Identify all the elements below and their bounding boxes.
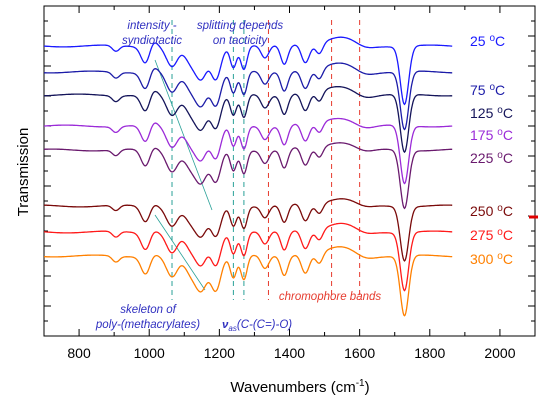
tacticity-trend-lines	[154, 59, 213, 291]
trend-line	[154, 214, 206, 291]
temperature-value: 300	[470, 251, 497, 267]
temperature-degree: o	[497, 105, 503, 116]
spectrum-line	[44, 36, 453, 106]
plot-frame	[43, 5, 536, 337]
temperature-label: 225 oC	[470, 150, 513, 166]
temperature-degree: o	[497, 203, 503, 214]
reference-lines	[171, 20, 361, 300]
temperature-label: 75 oC	[470, 82, 505, 98]
temperature-label: 300 oC	[470, 251, 513, 267]
x-tick-label: 2000	[484, 345, 515, 361]
annotation-skeleton-1: skeleton of	[120, 304, 177, 316]
temperature-label: 175 oC	[470, 127, 513, 143]
temperature-degree: o	[489, 33, 495, 44]
temperature-degree: o	[497, 127, 503, 138]
annotation-intensity-1: intensity -	[127, 20, 176, 32]
nu-subscript: as	[228, 324, 236, 333]
annotation-nu-as: νas(C-(C=)-O)	[222, 319, 292, 333]
x-axis-title-close: )	[365, 379, 370, 396]
x-axis-title: Wavenumbers (cm-1)	[230, 378, 369, 396]
spectrum-line	[44, 62, 453, 131]
temperature-label: 25 oC	[470, 33, 505, 49]
x-tick-label: 1200	[204, 345, 235, 361]
temperature-unit: C	[503, 127, 513, 143]
x-tick-label: 1800	[414, 345, 445, 361]
temperature-unit: C	[503, 203, 513, 219]
temperature-unit: C	[503, 227, 513, 243]
trend-line	[154, 59, 213, 211]
y-axis-ticks	[44, 5, 538, 337]
x-tick-label: 1600	[344, 345, 375, 361]
temperature-value: 175	[470, 127, 497, 143]
x-tick-label: 1400	[274, 345, 305, 361]
spectrum-line	[43, 222, 453, 292]
temperature-value: 25	[470, 33, 489, 49]
temperature-unit: C	[503, 150, 513, 166]
nu-symbol: ν	[222, 319, 229, 331]
temperature-label: 275 oC	[470, 227, 513, 243]
temperature-unit: C	[503, 251, 513, 267]
temperature-value: 125	[470, 105, 497, 121]
spectrum-line	[43, 117, 453, 185]
temperature-degree: o	[489, 82, 495, 93]
temperature-degree: o	[497, 251, 503, 262]
annotation-skeleton-2: poly-(methacrylates)	[95, 319, 200, 331]
annotation-intensity-2: syndiotactic	[122, 35, 182, 47]
spectrum-line	[44, 85, 453, 154]
temperature-value: 225	[470, 150, 497, 166]
x-tick-label: 1000	[134, 345, 165, 361]
x-tick-label: 800	[67, 345, 91, 361]
temperature-label: 125 oC	[470, 105, 513, 121]
temperature-unit: C	[495, 33, 505, 49]
temperature-value: 250	[470, 203, 497, 219]
temperature-label: 250 oC	[470, 203, 513, 219]
temperature-value: 75	[470, 82, 489, 98]
annotation-splitting-1: splitting depends	[197, 20, 284, 32]
nu-text: (C-(C=)-O)	[237, 319, 292, 331]
temperature-value: 275	[470, 227, 497, 243]
y-axis-title: Transmission	[15, 128, 32, 217]
temperature-degree: o	[497, 227, 503, 238]
x-axis-title-main: Wavenumbers (cm	[230, 379, 355, 396]
annotation-splitting-2: on tacticity	[213, 35, 269, 47]
temperature-unit: C	[495, 82, 505, 98]
spectra	[43, 36, 453, 317]
spectrum-line	[43, 246, 453, 317]
x-axis: 800 1000 1200 1400 1600 1800 2000	[43, 6, 536, 361]
spectrum-line	[44, 198, 453, 262]
temperature-degree: o	[497, 150, 503, 161]
annotation-chromophore: chromophore bands	[279, 291, 382, 303]
spectrum-line	[44, 142, 453, 210]
x-axis-title-sup: -1	[356, 378, 365, 389]
temperature-unit: C	[503, 105, 513, 121]
